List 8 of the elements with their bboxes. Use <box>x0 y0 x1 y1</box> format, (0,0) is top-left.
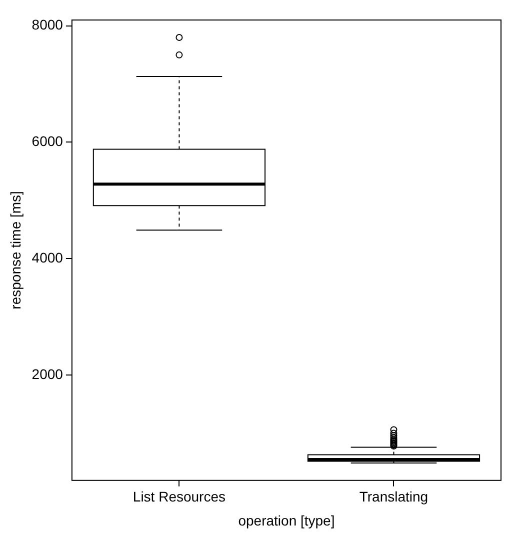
y-tick-label: 8000 <box>32 16 64 33</box>
x-tick-label: List Resources <box>132 488 226 505</box>
y-tick-label: 2000 <box>32 366 64 382</box>
y-tick-label: 6000 <box>32 133 64 150</box>
y-axis-title: response time [ms] <box>7 191 24 310</box>
x-tick-label: Translating <box>359 488 428 505</box>
y-tick-label: 4000 <box>32 250 64 266</box>
x-axis-title: operation [type] <box>238 512 335 528</box>
